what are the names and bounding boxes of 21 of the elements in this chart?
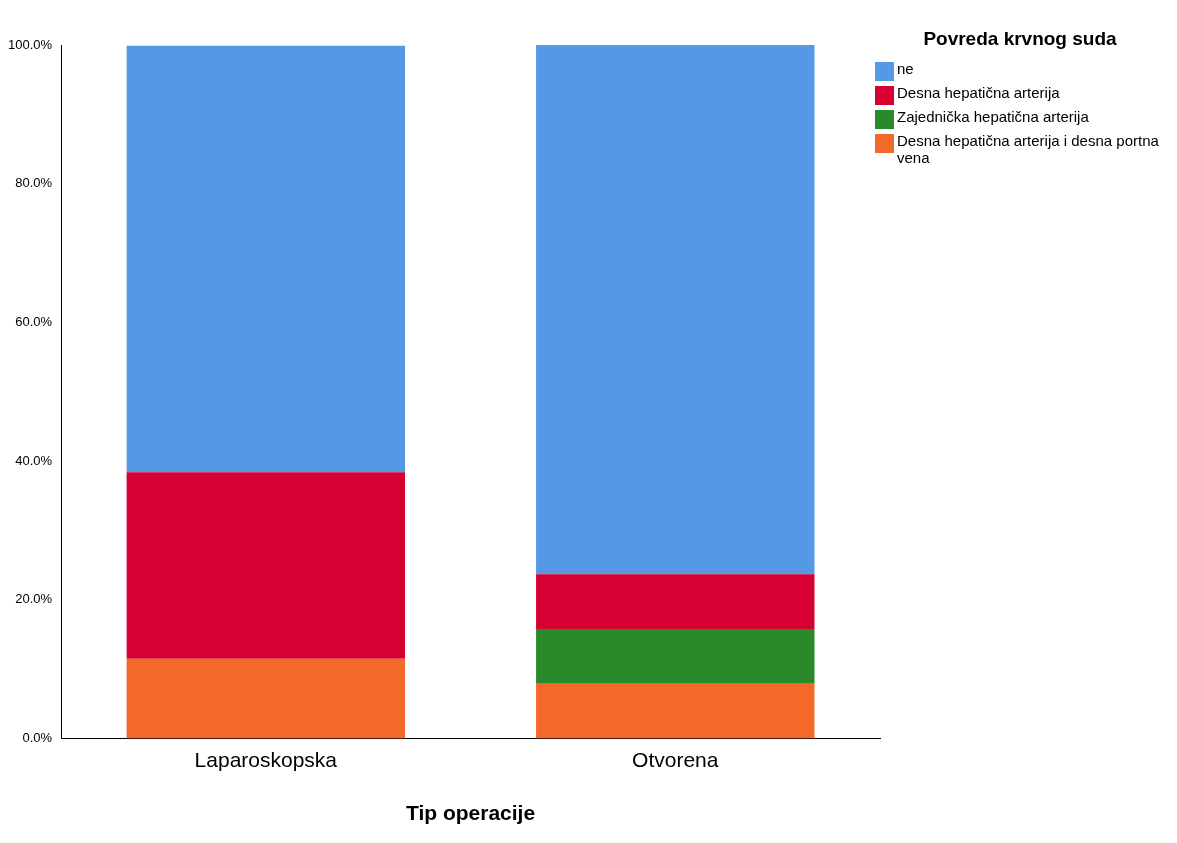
- legend-label: Desna hepatična arterija i desna portna vena: [897, 132, 1160, 166]
- bar: [126, 472, 406, 659]
- y-tick-label: 20.0%: [15, 591, 53, 607]
- legend-label: Desna hepatična arterija: [897, 84, 1060, 101]
- legend-label: Zajednička hepatična arterija: [897, 108, 1089, 125]
- bar: [536, 683, 815, 739]
- bar: [536, 629, 815, 684]
- x-axis-title: Tip operacije: [405, 801, 536, 825]
- x-tick-label: Laparoskopska: [194, 748, 338, 771]
- y-tick-label: 40.0%: [15, 452, 53, 468]
- bar: [536, 574, 815, 630]
- y-tick-label: 80.0%: [15, 175, 53, 191]
- y-tick-label: 0.0%: [22, 730, 53, 746]
- bar: [536, 45, 815, 575]
- y-tick-label: 60.0%: [15, 314, 53, 330]
- y-tick-label: 100.0%: [8, 36, 53, 52]
- bar: [126, 45, 406, 473]
- legend-title: Povreda krvnog suda: [922, 28, 1118, 50]
- bar: [126, 658, 406, 739]
- legend-label: ne: [897, 60, 914, 77]
- x-tick-label: Otvorena: [632, 748, 719, 771]
